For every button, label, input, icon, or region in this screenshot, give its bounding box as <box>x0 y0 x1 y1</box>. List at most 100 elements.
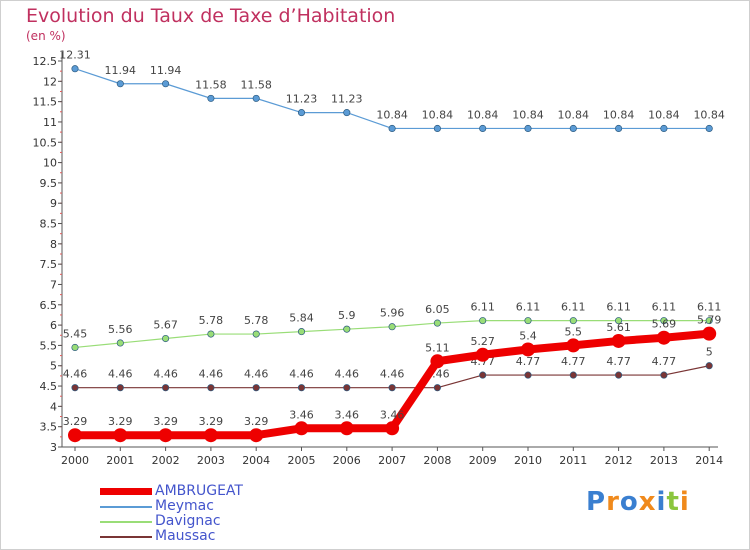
data-point-meymac <box>705 124 713 132</box>
data-point-ambrugeat <box>339 421 354 436</box>
logo-letter: o <box>619 487 639 517</box>
data-label-maussac: 4.77 <box>516 355 541 368</box>
data-label-davignac: 5.78 <box>244 314 269 327</box>
x-tick-label: 2009 <box>469 454 497 467</box>
data-point-davignac <box>433 319 441 327</box>
data-label-meymac: 11.58 <box>240 78 272 91</box>
data-point-maussac <box>71 384 79 392</box>
data-label-meymac: 11.23 <box>331 93 363 106</box>
data-label-meymac: 10.84 <box>422 108 454 121</box>
y-tick-label: 9.5 <box>40 177 58 190</box>
x-tick-label: 2010 <box>514 454 542 467</box>
data-point-maussac <box>569 371 577 379</box>
data-label-ambrugeat: 3.29 <box>153 415 178 428</box>
data-label-meymac: 10.84 <box>376 108 408 121</box>
data-point-maussac <box>252 384 260 392</box>
data-label-davignac: 5.84 <box>289 312 314 325</box>
data-point-meymac <box>569 124 577 132</box>
data-point-ambrugeat <box>521 342 535 357</box>
data-point-davignac <box>705 317 713 325</box>
proxiti-logo: Proxiti <box>586 487 690 517</box>
data-label-davignac: 6.05 <box>425 303 450 316</box>
y-tick-label: 12.5 <box>33 55 58 68</box>
data-label-davignac: 5.9 <box>338 309 356 322</box>
data-label-ambrugeat: 3.46 <box>335 408 360 421</box>
y-tick-label: 7.5 <box>40 258 58 271</box>
data-point-meymac <box>660 124 668 132</box>
x-tick-label: 2014 <box>695 454 723 467</box>
data-point-ambrugeat <box>203 428 218 443</box>
data-label-meymac: 11.94 <box>150 64 182 77</box>
data-label-ambrugeat: 3.29 <box>244 415 269 428</box>
logo-letter: r <box>606 487 620 517</box>
data-point-davignac <box>71 343 79 352</box>
legend-label: Maussac <box>155 528 216 544</box>
data-point-ambrugeat <box>475 347 490 362</box>
x-tick-label: 2002 <box>152 454 180 467</box>
data-label-maussac: 4.46 <box>199 368 224 381</box>
data-point-maussac <box>297 384 306 392</box>
data-label-davignac: 6.11 <box>606 301 631 314</box>
data-label-ambrugeat: 3.46 <box>289 408 314 421</box>
data-point-ambrugeat <box>113 428 128 443</box>
data-label-maussac: 4.77 <box>561 355 586 368</box>
data-point-davignac <box>569 317 577 325</box>
data-point-maussac <box>388 384 396 392</box>
y-tick-label: 8 <box>50 238 57 251</box>
data-point-maussac <box>433 384 441 392</box>
data-label-ambrugeat: 5.27 <box>470 335 495 348</box>
data-label-meymac: 10.84 <box>693 108 725 121</box>
data-label-maussac: 4.46 <box>63 368 88 381</box>
logo-letter: i <box>679 487 690 517</box>
data-point-meymac <box>479 124 487 132</box>
logo-letter: x <box>638 487 657 517</box>
data-point-maussac <box>116 384 124 392</box>
data-label-maussac: 4.46 <box>108 368 133 381</box>
data-label-maussac: 4.46 <box>289 368 314 381</box>
data-point-maussac <box>705 362 713 370</box>
data-label-maussac: 5 <box>706 346 713 359</box>
x-tick-label: 2005 <box>288 454 316 467</box>
logo-letter: i <box>656 487 667 517</box>
data-label-davignac: 6.11 <box>516 301 541 314</box>
data-point-maussac <box>162 384 170 392</box>
data-point-davignac <box>116 339 124 347</box>
data-label-ambrugeat: 3.29 <box>199 415 224 428</box>
data-label-meymac: 11.58 <box>195 78 227 91</box>
data-point-ambrugeat <box>430 354 445 369</box>
legend-swatch-davignac <box>100 521 152 523</box>
data-point-meymac <box>615 124 623 132</box>
y-tick-label: 6 <box>50 319 57 332</box>
logo-letter: P <box>586 487 607 517</box>
data-label-meymac: 10.84 <box>467 108 499 121</box>
x-tick-label: 2007 <box>378 454 406 467</box>
data-label-davignac: 6.11 <box>470 301 495 314</box>
y-tick-label: 11 <box>43 116 57 129</box>
x-tick-label: 2006 <box>333 454 361 467</box>
legend-swatch-meymac <box>100 506 152 508</box>
legend-label: Davignac <box>155 513 221 529</box>
data-label-meymac: 12.31 <box>59 49 91 62</box>
data-label-ambrugeat: 3.29 <box>108 415 133 428</box>
data-point-davignac <box>615 317 623 325</box>
data-point-meymac <box>343 109 351 117</box>
data-point-ambrugeat <box>385 421 400 436</box>
data-label-davignac: 5.56 <box>108 323 133 336</box>
x-tick-label: 2001 <box>106 454 134 467</box>
y-tick-label: 4.5 <box>40 380 58 393</box>
data-point-maussac <box>660 371 668 379</box>
legend-label: AMBRUGEAT <box>155 483 243 499</box>
data-label-meymac: 10.84 <box>603 108 635 121</box>
data-label-maussac: 4.46 <box>380 368 405 381</box>
data-point-meymac <box>71 65 79 73</box>
y-tick-label: 4 <box>50 400 57 413</box>
x-tick-label: 2011 <box>559 454 587 467</box>
data-label-davignac: 6.11 <box>697 301 722 314</box>
data-label-meymac: 10.84 <box>648 108 680 121</box>
y-tick-label: 10 <box>43 157 57 170</box>
chart-title: Evolution du Taux de Taxe d’Habitation <box>26 5 396 27</box>
data-label-ambrugeat: 5.11 <box>425 341 450 354</box>
data-point-davignac <box>479 317 487 325</box>
data-label-davignac: 5.67 <box>153 319 178 332</box>
chart-unit: (en %) <box>26 29 66 43</box>
